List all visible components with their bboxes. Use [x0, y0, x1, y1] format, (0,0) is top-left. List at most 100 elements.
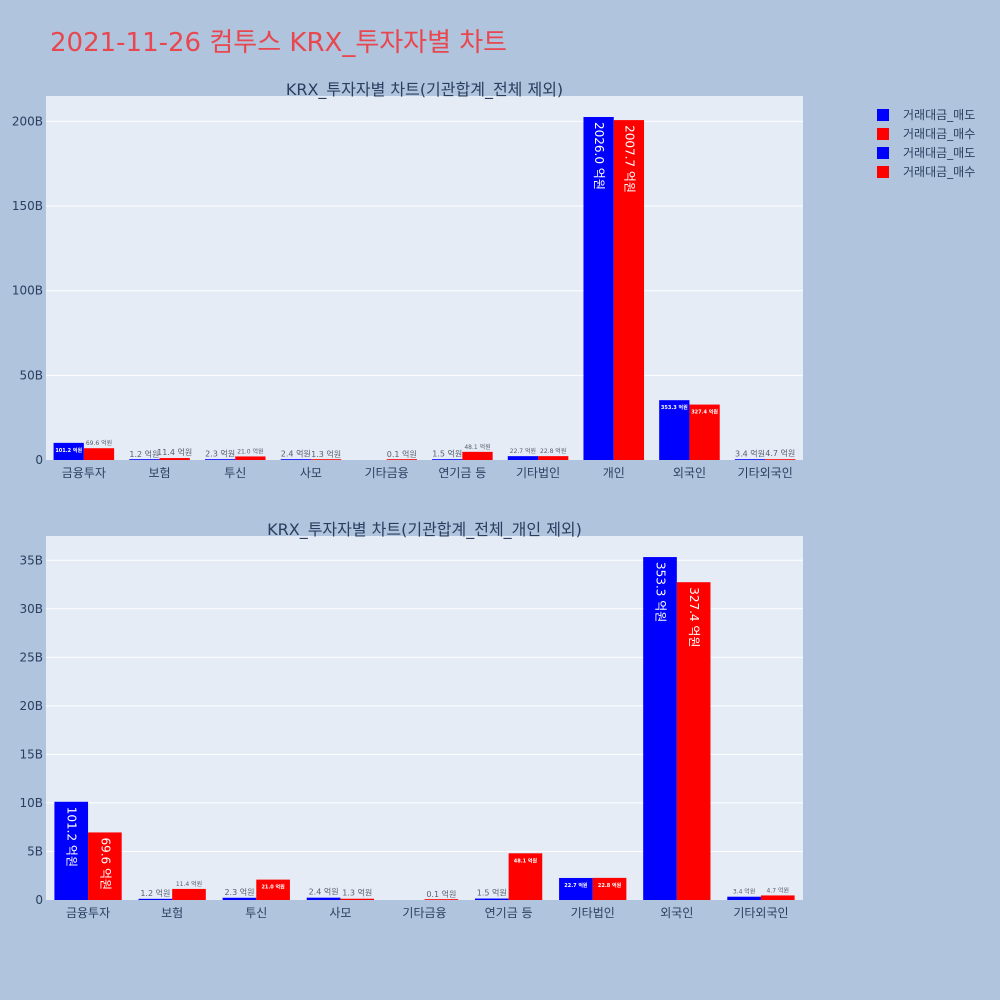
legend-swatch[interactable] — [877, 109, 889, 121]
bar[interactable] — [83, 448, 115, 460]
bar[interactable] — [129, 459, 160, 460]
x-tick-label: 보험 — [149, 466, 171, 480]
bar-value-label: 327.4 억원 — [687, 587, 701, 647]
x-tick-label: 보험 — [161, 906, 183, 920]
x-tick-label: 사모 — [329, 906, 351, 920]
page-title: 2021-11-26 컴투스 KRX_투자자별 차트 — [50, 28, 508, 58]
legend-label: 거래대금_매도 — [903, 108, 975, 122]
legend-label: 거래대금_매수 — [903, 127, 975, 141]
x-tick-label: 금융투자 — [66, 906, 110, 920]
x-tick-label: 기타금융 — [402, 906, 446, 920]
bar[interactable] — [88, 832, 122, 900]
bar[interactable] — [306, 897, 341, 900]
bar-value-label: 353.3 억원 — [661, 404, 688, 411]
chart-1: 0 50B 100B 150B 200B KRX_투자자별 차트(기관합계_전체 제외) 금… — [12, 80, 803, 480]
bar-value-label: 21.0 억원 — [261, 884, 285, 891]
bar[interactable] — [689, 404, 720, 460]
bar[interactable] — [310, 459, 342, 460]
bar-value-label: 2.3 억원 — [205, 449, 235, 459]
bar-value-label: 22.8 억원 — [598, 882, 622, 889]
bar[interactable] — [765, 459, 796, 460]
bar-value-label: 22.8 억원 — [540, 447, 566, 455]
bar[interactable] — [222, 897, 257, 900]
bar-value-label: 4.7 억원 — [767, 886, 790, 894]
legend-swatch[interactable] — [877, 128, 889, 140]
x-tick-label: 투신 — [224, 466, 246, 480]
bar-value-label: 1.2 억원 — [129, 449, 159, 459]
bar[interactable] — [462, 451, 493, 460]
bar-value-label: 2.3 억원 — [224, 887, 254, 897]
bar-value-label: 101.2 억원 — [65, 807, 79, 867]
bar-value-label: 22.7 억원 — [510, 447, 536, 455]
bar-value-label: 1.5 억원 — [432, 449, 462, 459]
bar-value-label: 22.7 억원 — [564, 882, 588, 889]
bar[interactable] — [235, 456, 266, 460]
bar-value-label: 4.7 억원 — [765, 448, 795, 458]
bar-value-label: 69.6 억원 — [86, 439, 112, 447]
legend-swatch[interactable] — [877, 166, 889, 178]
x-tick-label: 사모 — [300, 466, 322, 480]
bar[interactable] — [256, 879, 290, 900]
bar-value-label: 353.3 억원 — [654, 562, 668, 622]
bar-value-label: 11.4 억원 — [157, 447, 192, 457]
bar[interactable] — [53, 442, 84, 460]
bar[interactable] — [659, 400, 690, 460]
y-tick-label: 0 — [35, 893, 43, 907]
bar[interactable] — [280, 459, 311, 460]
x-tick-label: 기타법인 — [516, 466, 560, 480]
x-tick-label: 외국인 — [660, 906, 693, 920]
chart-title: KRX_투자자별 차트(기관합계_전체 제외) — [286, 80, 563, 100]
bar[interactable] — [583, 116, 614, 461]
bar-value-label: 2.4 억원 — [281, 449, 311, 459]
x-tick-label: 개인 — [603, 466, 625, 480]
bar-value-label: 0.1 억원 — [426, 889, 456, 899]
x-tick-label: 기타외국인 — [733, 906, 788, 920]
bar[interactable] — [159, 458, 190, 460]
bar[interactable] — [424, 899, 459, 900]
bar[interactable] — [54, 801, 89, 900]
bar-value-label: 1.2 억원 — [140, 888, 170, 898]
bar-value-label: 48.1 억원 — [514, 857, 538, 864]
bar-value-label: 1.3 억원 — [342, 888, 372, 898]
y-tick-label: 25B — [19, 650, 43, 664]
bar[interactable] — [340, 898, 375, 900]
bar-value-label: 3.4 억원 — [735, 448, 765, 458]
bar-value-label: 1.5 억원 — [477, 888, 507, 898]
bar[interactable] — [559, 877, 593, 900]
y-tick-label: 35B — [19, 553, 43, 567]
chart-title: KRX_투자자별 차트(기관합계_전체_개인 제외) — [267, 520, 582, 540]
bar[interactable] — [138, 898, 173, 900]
y-tick-label: 30B — [19, 602, 43, 616]
y-tick-label: 15B — [19, 747, 43, 761]
bar[interactable] — [432, 459, 463, 460]
bar[interactable] — [386, 459, 417, 460]
bar[interactable] — [760, 895, 795, 900]
bar-value-label: 1.3 억원 — [311, 449, 341, 459]
bar-value-label: 2026.0 억원 — [592, 122, 606, 190]
legend-swatch[interactable] — [877, 147, 889, 159]
x-tick-label: 기타법인 — [571, 906, 615, 920]
y-tick-label: 150B — [12, 199, 43, 213]
legend-label: 거래대금_매수 — [903, 165, 975, 179]
bar[interactable] — [727, 896, 761, 900]
bar[interactable] — [613, 120, 645, 460]
bar[interactable] — [592, 877, 627, 900]
bar-value-label: 11.4 억원 — [176, 880, 202, 888]
bar[interactable] — [734, 459, 766, 460]
bar[interactable] — [508, 853, 543, 900]
legend-label: 거래대금_매도 — [903, 146, 975, 160]
bar[interactable] — [474, 898, 509, 900]
bar[interactable] — [676, 582, 711, 900]
bar[interactable] — [172, 888, 206, 900]
bar-value-label: 2007.7 억원 — [622, 125, 636, 193]
bar[interactable] — [204, 459, 236, 460]
chart-2: 0 5B 10B 15B 20B 25B 30B 35B KRX_투자자별 차트(기관합계_전체… — [19, 520, 803, 920]
bar[interactable] — [507, 456, 539, 460]
bar[interactable] — [643, 557, 677, 900]
x-tick-label: 연기금 등 — [438, 466, 486, 480]
bar[interactable] — [538, 456, 569, 460]
bar-value-label: 327.4 억원 — [691, 409, 718, 416]
y-tick-label: 10B — [19, 796, 43, 810]
